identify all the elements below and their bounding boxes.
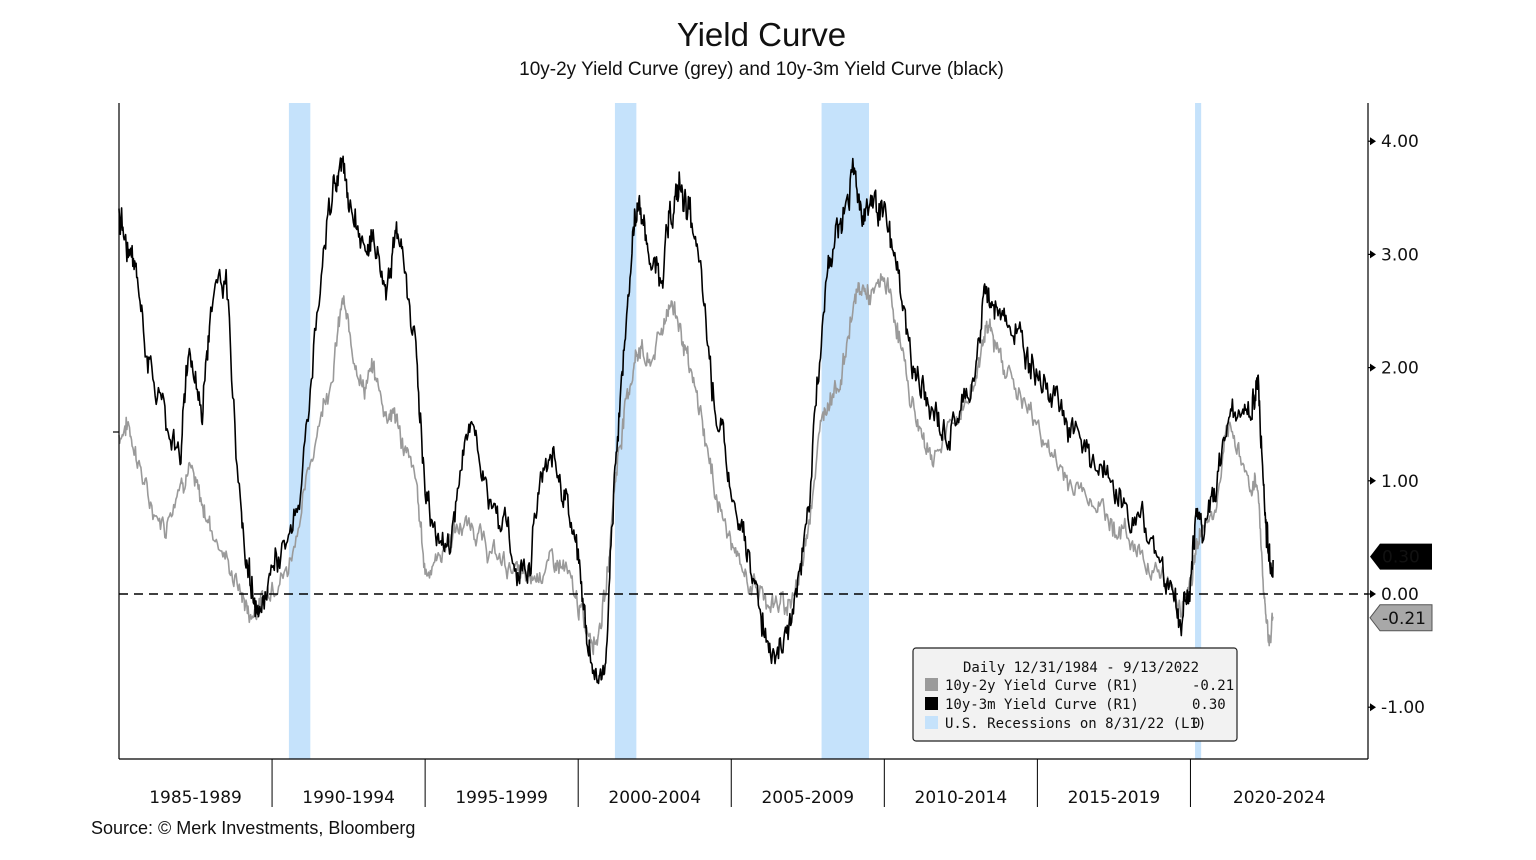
- x-category-label: 2000-2004: [608, 788, 701, 808]
- x-category-label: 1985-1989: [149, 788, 242, 808]
- axes: [113, 103, 1369, 760]
- y-tick-label: 0.00: [1381, 585, 1419, 605]
- last-value-text-10y-2y: -0.21: [1382, 609, 1426, 629]
- legend-value-10y-2y: -0.21: [1192, 678, 1234, 694]
- x-category-label: 2005-2009: [761, 788, 854, 808]
- y-tick-arrow: [1370, 250, 1376, 259]
- last-value-label-10y-2y: -0.21: [1369, 604, 1433, 632]
- legend-value-10y-3m: 0.30: [1192, 697, 1226, 713]
- x-category-label: 2010-2014: [915, 788, 1008, 808]
- series-line-10y-3m: [118, 155, 1274, 685]
- legend-header: Daily 12/31/1984 - 9/13/2022: [963, 660, 1199, 676]
- y-tick-arrow: [1370, 137, 1376, 146]
- legend-swatch-black: [925, 697, 938, 710]
- legend-swatch-recession: [925, 716, 938, 729]
- chart-subtitle: 10y-2y Yield Curve (grey) and 10y-3m Yie…: [519, 59, 1004, 80]
- x-category-label: 1995-1999: [455, 788, 548, 808]
- legend-label-recessions: U.S. Recessions on 8/31/22 (L1): [945, 716, 1206, 732]
- y-tick-label: 2.00: [1381, 359, 1419, 379]
- legend-label-10y-2y: 10y-2y Yield Curve (R1): [945, 678, 1139, 694]
- x-category-label: 2015-2019: [1068, 788, 1161, 808]
- last-value-labels: 0.30 -0.21: [1369, 543, 1433, 632]
- y-tick-arrow: [1370, 703, 1376, 712]
- x-category-label: 2020-2024: [1233, 788, 1326, 808]
- last-value-label-10y-3m: 0.30: [1370, 543, 1432, 570]
- series-10y-2y: [118, 273, 1274, 656]
- last-value-tag-grey: [1369, 604, 1433, 632]
- y-tick-arrow: [1370, 363, 1376, 372]
- legend-value-recessions: 0: [1192, 716, 1200, 732]
- y-tick-label: 4.00: [1381, 132, 1419, 152]
- recession-band: [288, 103, 311, 759]
- y-tick-arrow: [1370, 590, 1376, 598]
- y-tick-label: 3.00: [1381, 245, 1419, 265]
- chart-title: Yield Curve: [676, 16, 847, 53]
- legend-label-10y-3m: 10y-3m Yield Curve (R1): [945, 697, 1139, 713]
- legend-swatch-grey: [925, 678, 938, 691]
- x-category-label: 1990-1994: [302, 788, 395, 808]
- y-tick-label: -1.00: [1381, 698, 1425, 718]
- y-axis-ticks: 4.00 3.00 2.00 1.00 0.00 -1.00: [1368, 132, 1425, 718]
- legend-box: [912, 647, 1238, 742]
- legend: Daily 12/31/1984 - 9/13/2022 10y-2y Yiel…: [912, 647, 1238, 742]
- source-note: Source: © Merk Investments, Bloomberg: [91, 818, 416, 838]
- series-line-10y-2y: [118, 273, 1274, 656]
- x-axis-categories: 1985-1989 1990-1994 1995-1999 2000-2004 2005…: [149, 759, 1326, 808]
- last-value-tag-black: [1370, 543, 1432, 570]
- recession-band: [1195, 103, 1202, 759]
- series-10y-3m: [118, 155, 1274, 685]
- y-tick-arrow: [1370, 476, 1376, 485]
- y-tick-label: 1.00: [1381, 472, 1419, 492]
- last-value-text-10y-3m: 0.30: [1382, 548, 1420, 568]
